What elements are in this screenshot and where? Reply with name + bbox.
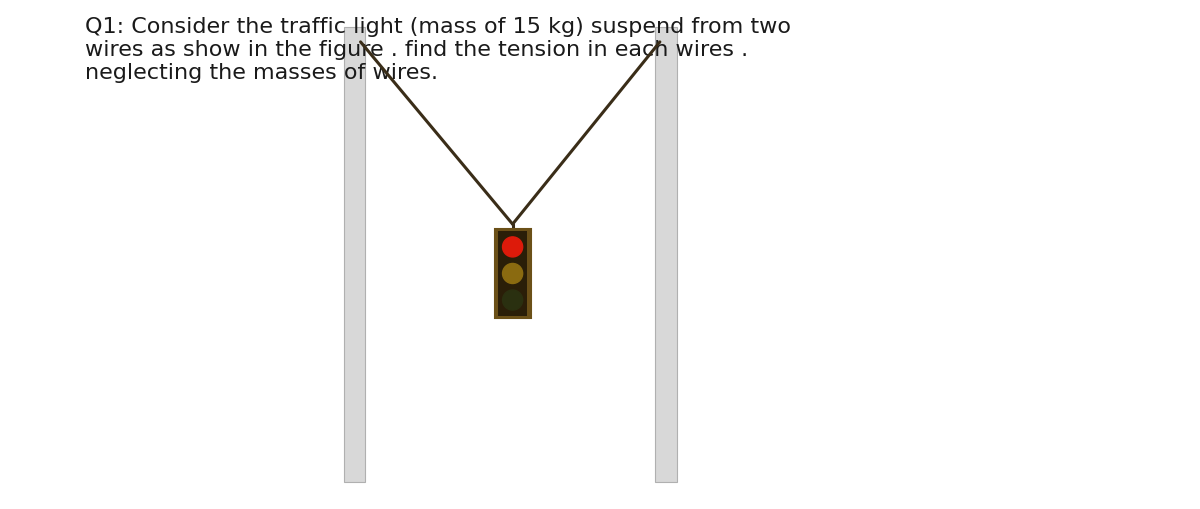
Ellipse shape: [503, 290, 523, 310]
Ellipse shape: [503, 264, 523, 284]
Bar: [655, 26, 677, 483]
Ellipse shape: [503, 237, 523, 257]
Bar: [498, 231, 527, 316]
Bar: [343, 26, 365, 483]
Bar: [494, 229, 530, 318]
Text: Q1: Consider the traffic light (mass of 15 kg) suspend from two
wires as show in: Q1: Consider the traffic light (mass of …: [85, 17, 791, 83]
